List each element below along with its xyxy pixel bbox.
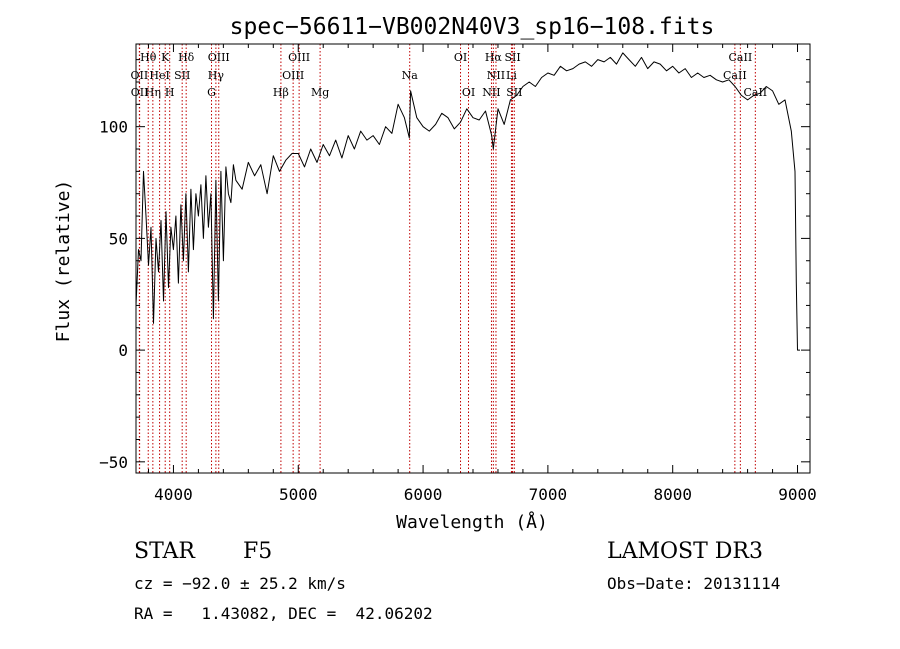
y-tick-label: 0: [118, 341, 128, 360]
class-label: STAR: [134, 539, 195, 564]
survey-label: LAMOST DR3: [607, 539, 763, 564]
line-marker-label: SII: [174, 69, 190, 82]
y-tick-label: 50: [109, 229, 128, 248]
line-marker-label: OI: [454, 51, 467, 64]
coordinates-text: RA = 1.43082, DEC = 42.06202: [134, 604, 433, 623]
line-marker-label: G: [207, 86, 216, 99]
x-tick-label: 6000: [404, 485, 443, 504]
line-marker-label: OII: [131, 69, 149, 82]
line-marker-label: HeI: [149, 69, 169, 82]
subclass-label: F5: [243, 539, 273, 564]
line-marker-label: OIII: [288, 51, 310, 64]
x-axis: 4000 5000 6000 7000 8000 9000: [147, 44, 817, 504]
spectrum-chart: spec−56611−VB002N40V3_sp16−108.fits Wave…: [53, 14, 817, 533]
line-marker-label: NII: [487, 69, 505, 82]
y-axis-label: Flux (relative): [53, 180, 74, 343]
line-marker-label: Hγ: [208, 69, 225, 82]
y-tick-label: 100: [99, 118, 128, 137]
line-marker-label: Hδ: [178, 51, 195, 64]
spectrum-line: [135, 52, 800, 351]
line-marker-label: CaII: [743, 86, 767, 99]
line-marker-label: Mg: [311, 86, 329, 99]
x-tick-label: 8000: [653, 485, 692, 504]
line-marker-label: Hβ: [273, 86, 289, 99]
line-marker-label: NII: [482, 86, 500, 99]
line-marker-label: OIII: [208, 51, 230, 64]
redshift-text: cz = −92.0 ± 25.2 km/s: [134, 574, 346, 593]
x-tick-label: 7000: [529, 485, 568, 504]
line-marker-label: Hη: [145, 86, 161, 99]
obs-date-text: Obs−Date: 20131114: [607, 574, 781, 593]
line-marker-label: Na: [402, 69, 419, 82]
line-marker-label: SII: [504, 51, 520, 64]
line-marker-label: K: [161, 51, 170, 64]
line-marker-label: Hθ: [140, 51, 157, 64]
x-tick-label: 9000: [778, 485, 817, 504]
line-marker-label: H: [165, 86, 175, 99]
x-tick-label: 5000: [279, 485, 318, 504]
line-marker-label: CaII: [723, 69, 747, 82]
y-tick-label: −50: [99, 453, 128, 472]
line-marker-label: Li: [506, 69, 517, 82]
plot-frame: [135, 43, 811, 474]
line-marker-label: CaII: [729, 51, 753, 64]
line-marker-label: SII: [506, 86, 522, 99]
line-marker-label: Hα: [485, 51, 503, 64]
line-marker-label: OIII: [282, 69, 304, 82]
x-axis-label: Wavelength (Å): [396, 511, 548, 533]
chart-title: spec−56611−VB002N40V3_sp16−108.fits: [230, 14, 715, 40]
line-marker-group: [138, 44, 756, 473]
line-marker-label: OII: [131, 86, 149, 99]
y-axis: −50 0 50 100: [99, 59, 810, 472]
line-marker-label: OI: [462, 86, 475, 99]
x-tick-label: 4000: [154, 485, 193, 504]
